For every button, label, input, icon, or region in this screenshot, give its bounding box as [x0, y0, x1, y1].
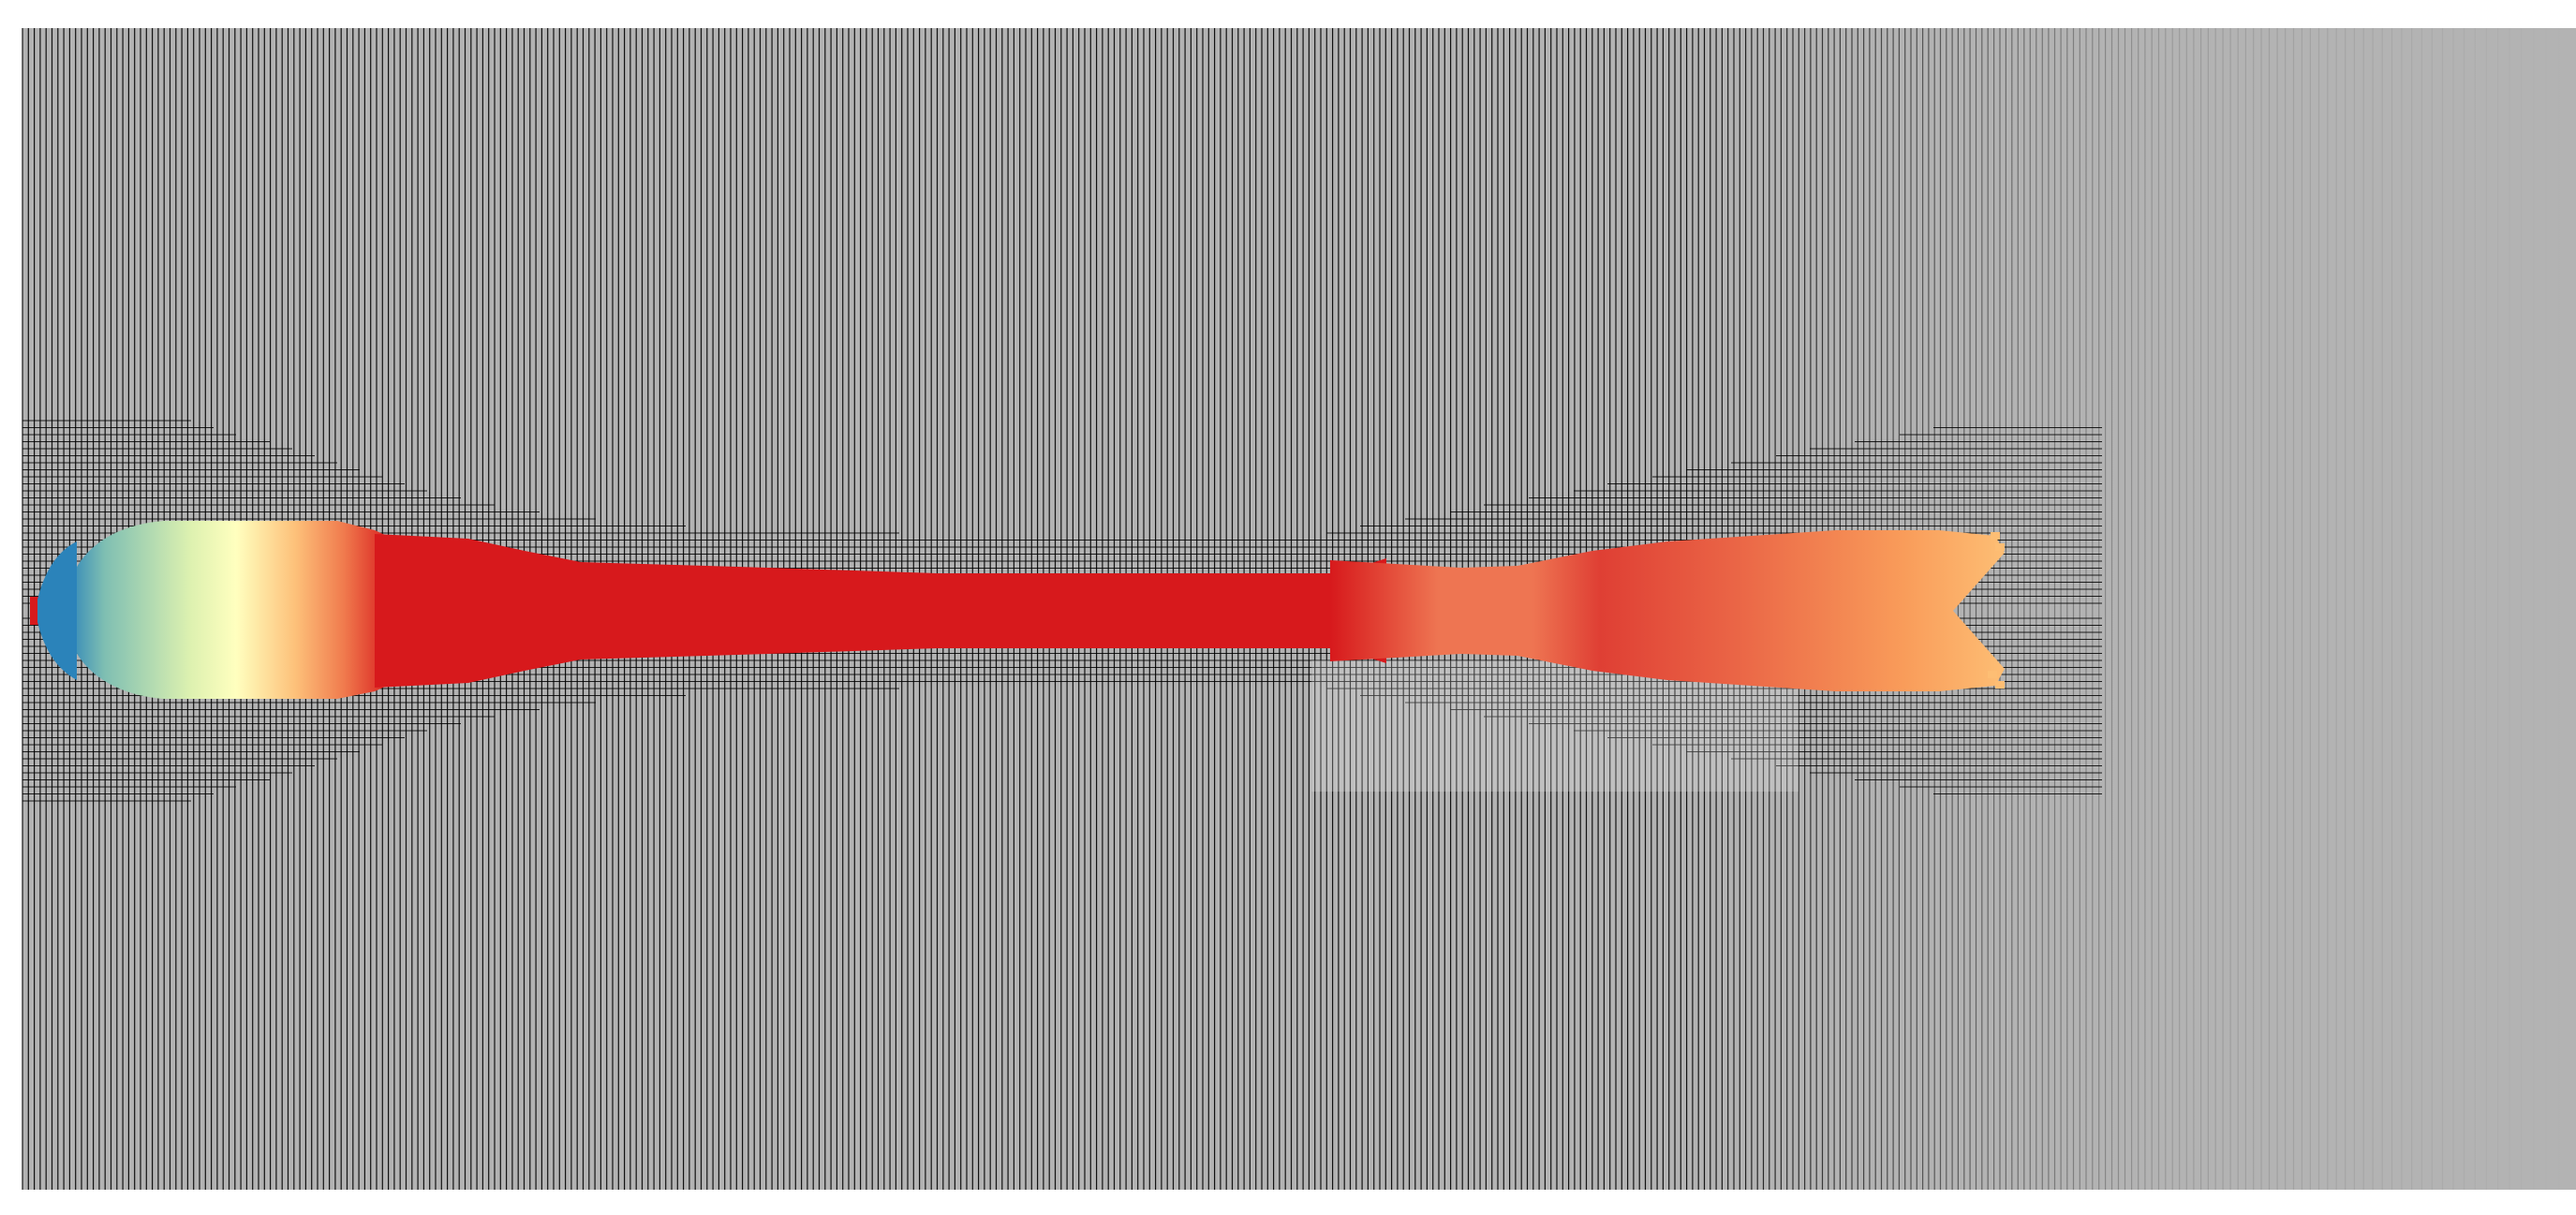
jet-nose: [37, 541, 77, 680]
jet-core: [375, 534, 1386, 688]
jet-tail-notch: [1988, 671, 1997, 678]
jet-tail-notch: [1995, 543, 2005, 551]
jet-plume: [30, 521, 2005, 699]
jet-head: [66, 521, 393, 699]
jet-tail: [1330, 530, 2005, 691]
jet-tail-notch: [1995, 681, 2005, 689]
jet-tail-notch: [1991, 532, 2000, 540]
